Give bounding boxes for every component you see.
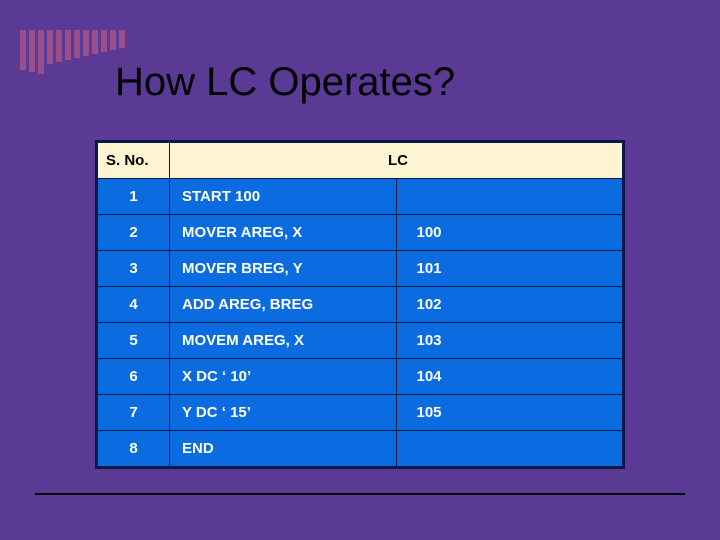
table-row: 7 Y DC ‘ 15’ 105 <box>98 395 623 431</box>
cell-sno: 7 <box>98 395 170 431</box>
cell-stmt: END <box>170 431 397 467</box>
footer-line <box>35 493 685 495</box>
cell-lc: 103 <box>396 323 623 359</box>
cell-sno: 3 <box>98 251 170 287</box>
cell-sno: 4 <box>98 287 170 323</box>
cell-lc <box>396 179 623 215</box>
cell-lc: 104 <box>396 359 623 395</box>
table-row: 5 MOVEM AREG, X 103 <box>98 323 623 359</box>
cell-stmt: MOVER BREG, Y <box>170 251 397 287</box>
table-row: 4 ADD AREG, BREG 102 <box>98 287 623 323</box>
cell-stmt: MOVER AREG, X <box>170 215 397 251</box>
table-row: 8 END <box>98 431 623 467</box>
cell-lc <box>396 431 623 467</box>
cell-stmt: ADD AREG, BREG <box>170 287 397 323</box>
cell-stmt: START 100 <box>170 179 397 215</box>
cell-stmt: Y DC ‘ 15’ <box>170 395 397 431</box>
table-row: 6 X DC ‘ 10’ 104 <box>98 359 623 395</box>
cell-lc: 100 <box>396 215 623 251</box>
cell-sno: 5 <box>98 323 170 359</box>
cell-sno: 6 <box>98 359 170 395</box>
cell-sno: 8 <box>98 431 170 467</box>
header-sno: S. No. <box>98 143 170 179</box>
cell-stmt: X DC ‘ 10’ <box>170 359 397 395</box>
slide-title: How LC Operates? <box>115 60 455 105</box>
header-lc: LC <box>170 143 623 179</box>
table-row: 1 START 100 <box>98 179 623 215</box>
lc-table: S. No. LC 1 START 100 2 MOVER AREG, X 10… <box>95 140 625 469</box>
cell-sno: 2 <box>98 215 170 251</box>
table-row: 2 MOVER AREG, X 100 <box>98 215 623 251</box>
corner-decoration <box>20 30 125 74</box>
table-header-row: S. No. LC <box>98 143 623 179</box>
cell-lc: 102 <box>396 287 623 323</box>
cell-lc: 101 <box>396 251 623 287</box>
cell-lc: 105 <box>396 395 623 431</box>
table-row: 3 MOVER BREG, Y 101 <box>98 251 623 287</box>
cell-sno: 1 <box>98 179 170 215</box>
cell-stmt: MOVEM AREG, X <box>170 323 397 359</box>
